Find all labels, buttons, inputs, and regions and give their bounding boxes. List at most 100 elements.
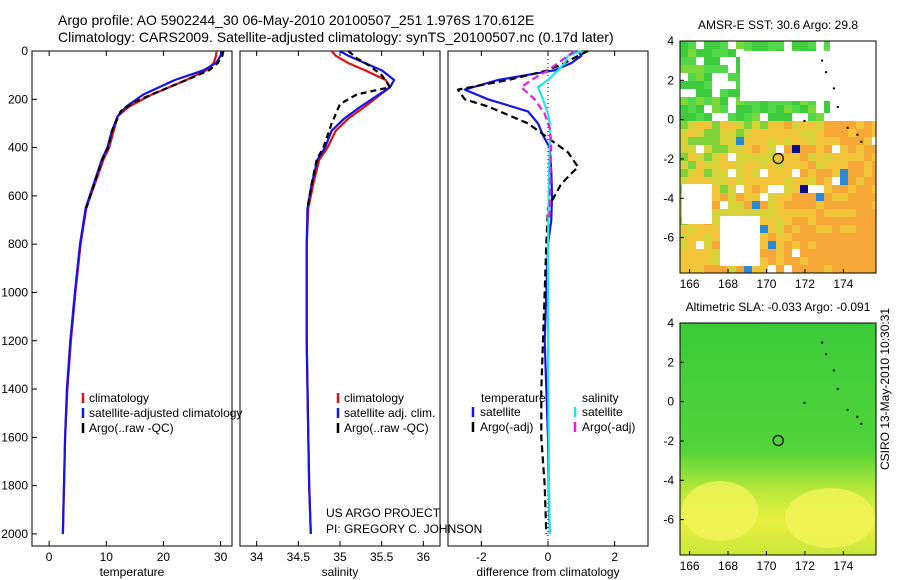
sst-cell [760, 217, 768, 225]
sst-cell [824, 169, 832, 177]
island-speck [803, 401, 806, 404]
sla-map-xtick-label: 166 [680, 559, 700, 573]
sst-cell [760, 265, 768, 273]
sst-cell [704, 177, 712, 185]
sst-cell [720, 65, 728, 73]
sst-cell [760, 169, 768, 177]
sst-cell [816, 265, 824, 273]
sst-cell [864, 249, 872, 257]
sst-cell [760, 257, 768, 265]
sst-cell [848, 169, 856, 177]
sst-cell [768, 137, 776, 145]
sla-map-ytick-label: -6 [663, 513, 674, 527]
sst-cell [728, 265, 736, 273]
sst-cell [768, 233, 776, 241]
sst-cell [752, 121, 760, 129]
sst-cell [680, 41, 688, 49]
sst-cell [792, 225, 800, 233]
sst-cell [792, 257, 800, 265]
sst-cell [712, 225, 720, 233]
sst-cell [872, 209, 876, 217]
sst-cell [696, 113, 704, 121]
sst-cell [816, 185, 824, 193]
sst-cell [696, 241, 704, 249]
sst-cell [872, 249, 876, 257]
difference-series-temperature-satellite [463, 50, 583, 534]
difference-series-salinity-argo-adj- [520, 50, 576, 221]
sst-cell [680, 265, 688, 273]
sst-cell [728, 129, 736, 137]
sst-cell [840, 265, 848, 273]
side-timestamp-label: CSIRO 13-May-2010 10:30:31 [878, 307, 892, 470]
sst-cell [864, 265, 872, 273]
sst-cell [784, 169, 792, 177]
sst-cell [696, 225, 704, 233]
sst-cell [712, 249, 720, 257]
sst-cell [688, 153, 696, 161]
sst-cell [840, 153, 848, 161]
sst-cell [856, 153, 864, 161]
sst-cell [872, 153, 876, 161]
sst-cell [864, 241, 872, 249]
sst-cell [712, 49, 720, 57]
sst-cell [800, 209, 808, 217]
sst-cell [720, 137, 728, 145]
sst-cell [816, 193, 824, 201]
island-speck [832, 369, 835, 372]
sst-cell [680, 97, 688, 105]
sst-cell [744, 137, 752, 145]
sst-cell [832, 209, 840, 217]
sst-cell [808, 225, 816, 233]
sst-cell [832, 241, 840, 249]
sst-cell [792, 201, 800, 209]
sst-cell [752, 137, 760, 145]
sst-cell [808, 121, 816, 129]
temperature-series-argo-raw-qc- [85, 50, 225, 209]
sst-cell [872, 137, 876, 145]
sst-cell [768, 41, 776, 49]
sst-cell [816, 177, 824, 185]
sla-map-ytick-label: -4 [663, 473, 674, 487]
sst-cell [712, 41, 720, 49]
sst-cell [856, 193, 864, 201]
sst-cell [688, 257, 696, 265]
sst-cell [720, 89, 728, 97]
sst-cell [832, 169, 840, 177]
sst-cell [696, 169, 704, 177]
sst-cell [792, 177, 800, 185]
sst-cell [776, 233, 784, 241]
sst-cell [848, 257, 856, 265]
sst-cell [840, 169, 848, 177]
sst-cell [824, 201, 832, 209]
difference-series-salinity-satellite [536, 49, 582, 534]
temperature-ytick-label: 1400 [1, 382, 28, 396]
sst-cell [792, 185, 800, 193]
sst-cell [824, 209, 832, 217]
sst-cell [800, 257, 808, 265]
sst-cell [800, 185, 808, 193]
sst-cell [872, 129, 876, 137]
sst-cell [832, 249, 840, 257]
sst-cell [856, 209, 864, 217]
sst-cell [760, 145, 768, 153]
temperature-xtick-label: 20 [157, 550, 171, 564]
sst-cell [744, 201, 752, 209]
sst-cell [720, 81, 728, 89]
sst-cell [800, 241, 808, 249]
sst-cell [752, 265, 760, 273]
temperature-legend-label: satellite-adjusted climatology [89, 406, 242, 420]
sst-cell [680, 161, 688, 169]
sst-cell [760, 249, 768, 257]
credit-line-2: PI: GREGORY C. JOHNSON [326, 522, 483, 536]
sst-cell [712, 81, 720, 89]
sst-cell [792, 145, 800, 153]
sst-cell [856, 241, 864, 249]
sst-cell [784, 129, 792, 137]
sst-cell [688, 81, 696, 89]
sst-cell [704, 81, 712, 89]
sst-cell [800, 121, 808, 129]
sst-map-ytick-label: -2 [663, 152, 674, 166]
sst-cell [800, 177, 808, 185]
temperature-ytick-label: 1000 [1, 285, 28, 299]
sst-cell [792, 121, 800, 129]
